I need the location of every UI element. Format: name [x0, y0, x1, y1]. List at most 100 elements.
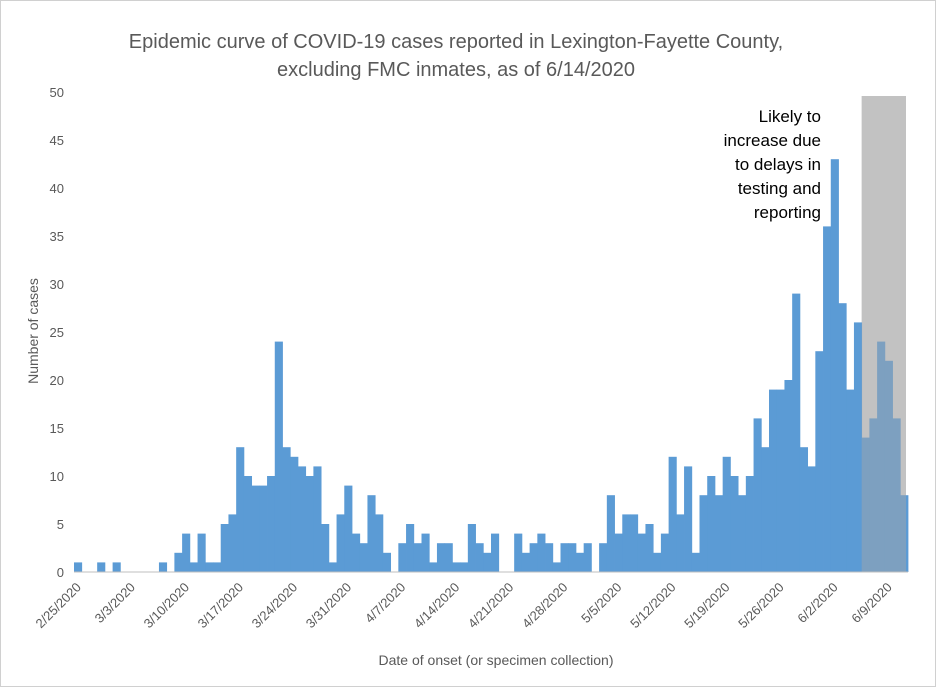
bar [514, 533, 523, 572]
bar [305, 476, 314, 572]
bar [660, 533, 670, 572]
bar [769, 389, 778, 572]
bar [529, 543, 538, 572]
bar [174, 552, 183, 572]
bar [452, 562, 461, 572]
bar [97, 562, 106, 572]
bar [220, 524, 229, 572]
x-tick-label: 5/19/2020 [681, 580, 733, 632]
annotation-line: testing and [738, 179, 821, 198]
bar [830, 159, 839, 572]
bar [228, 514, 237, 572]
bar [877, 341, 886, 572]
shaded-overlay [861, 96, 906, 572]
x-tick-label: 5/12/2020 [627, 580, 679, 632]
bar [243, 476, 253, 572]
bar [684, 466, 693, 572]
bar [491, 533, 500, 572]
bar [274, 341, 283, 572]
bar [259, 485, 268, 572]
bar [282, 447, 291, 572]
bar [429, 562, 438, 572]
x-tick-label: 3/3/2020 [92, 580, 138, 626]
bar [730, 476, 739, 572]
bar [622, 514, 631, 572]
y-tick-label: 20 [50, 373, 64, 388]
chart-title-line2: excluding FMC inmates, as of 6/14/2020 [277, 59, 635, 81]
y-tick-label: 25 [50, 325, 64, 340]
y-tick-label: 35 [50, 229, 64, 244]
x-axis-label: Date of onset (or specimen collection) [379, 652, 614, 668]
x-tick-label: 3/10/2020 [141, 580, 193, 632]
bar [475, 543, 484, 572]
bar [336, 514, 345, 572]
bar [853, 322, 863, 572]
bar [189, 562, 198, 572]
bar [630, 514, 639, 572]
bar [653, 552, 662, 572]
bar [815, 351, 824, 572]
bar [792, 293, 801, 572]
bar [606, 495, 615, 572]
bar [722, 456, 731, 572]
bar [637, 533, 646, 572]
bar [205, 562, 214, 572]
x-tick-label: 3/17/2020 [195, 580, 247, 632]
x-tick-label: 4/7/2020 [362, 580, 408, 626]
bar [753, 418, 762, 572]
bar [406, 524, 415, 572]
bar [583, 543, 592, 572]
bar [884, 360, 893, 572]
bar [568, 543, 577, 572]
bar [823, 226, 832, 572]
y-tick-label: 40 [50, 181, 64, 196]
bar [537, 533, 546, 572]
bar [869, 418, 878, 572]
x-tick-label: 2/25/2020 [32, 580, 84, 632]
y-tick-label: 30 [50, 277, 64, 292]
y-axis-label: Number of cases [25, 278, 41, 384]
bar [321, 524, 330, 572]
bar [552, 562, 561, 572]
bar [467, 524, 476, 572]
y-tick-label: 45 [50, 133, 64, 148]
bar [352, 533, 361, 572]
y-tick-label: 50 [50, 85, 64, 100]
x-tick-label: 5/5/2020 [578, 580, 624, 626]
bar [599, 543, 608, 572]
annotation-line: to delays in [735, 155, 821, 174]
bar [738, 495, 747, 572]
bar [676, 514, 685, 572]
x-tick-label: 4/28/2020 [519, 580, 571, 632]
bar [799, 447, 809, 572]
y-tick-label: 0 [57, 565, 64, 580]
bar [197, 533, 206, 572]
x-tick-label: 4/14/2020 [411, 580, 463, 632]
y-tick-label: 5 [57, 517, 64, 532]
x-tick-label: 3/24/2020 [249, 580, 301, 632]
y-tick-label: 15 [50, 421, 64, 436]
bar [267, 476, 276, 572]
y-tick-label: 10 [50, 469, 64, 484]
bar [158, 562, 168, 572]
bar [421, 533, 430, 572]
annotation-line: increase due [724, 131, 821, 150]
bar [236, 447, 245, 572]
bar [545, 543, 554, 572]
bar [861, 437, 870, 572]
x-tick-label: 3/31/2020 [303, 580, 355, 632]
chart-title-line1: Epidemic curve of COVID-19 cases reporte… [129, 31, 783, 53]
bar [213, 562, 222, 572]
x-tick-label: 6/2/2020 [794, 580, 840, 626]
bar [483, 552, 492, 572]
bar [313, 466, 322, 572]
bar [838, 303, 847, 572]
bar [691, 552, 700, 572]
bar [182, 533, 191, 572]
bar [560, 543, 569, 572]
bar [761, 447, 770, 572]
bar [784, 380, 793, 572]
bar [892, 418, 901, 572]
